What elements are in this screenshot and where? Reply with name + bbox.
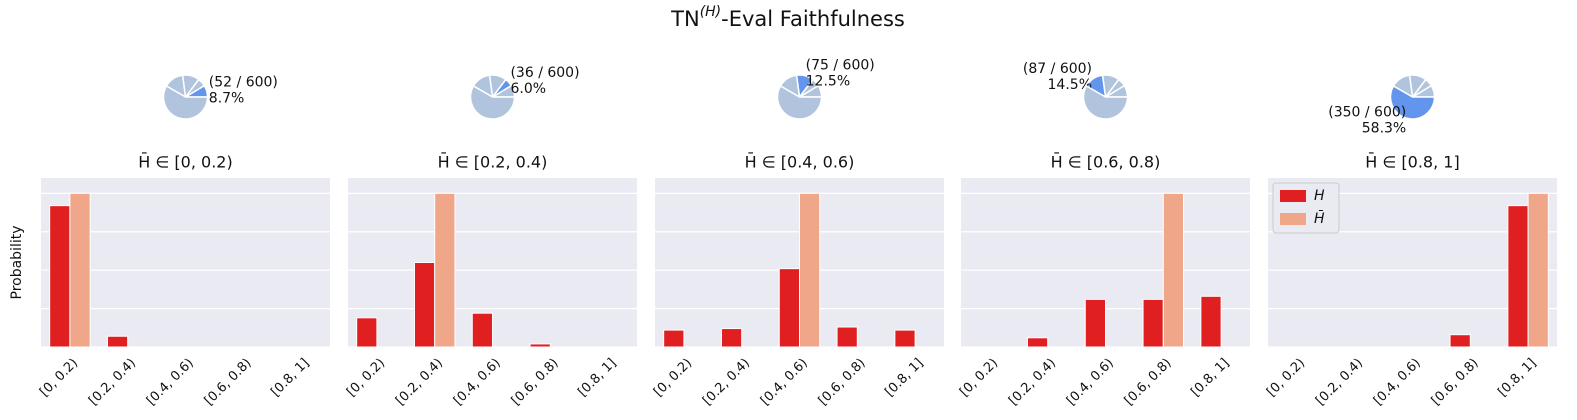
bar (106, 335, 129, 348)
panel-title: H̄ ∈ [0.6, 0.8) (1051, 153, 1161, 172)
pie-label: 6.0% (510, 81, 546, 97)
x-tick-label: [0, 0.2) (651, 356, 695, 400)
pie-label: 12.5% (806, 74, 850, 90)
bar (413, 262, 436, 348)
bar (1507, 205, 1529, 348)
x-tick-label: [0, 0.2) (344, 356, 388, 400)
bar (1142, 298, 1164, 348)
legend: H H̄ (1272, 182, 1340, 234)
pie-label: (350 / 600) (1328, 104, 1406, 120)
title-sup: (H) (700, 4, 721, 20)
bar (529, 343, 551, 348)
legend-label: H̄ (1314, 209, 1325, 227)
x-tick-label: [0.4, 0.6) (758, 356, 811, 409)
title-rest: -Eval Faithfulness (721, 7, 905, 31)
x-tick-label: [0.4, 0.6) (144, 356, 197, 409)
pie-slice (469, 84, 516, 120)
bar (663, 329, 685, 348)
x-tick-label: [0.2, 0.4) (700, 356, 753, 409)
bar (799, 192, 821, 348)
pie-label: 8.7% (209, 90, 245, 106)
pie-slice (162, 84, 209, 120)
pie-label: 14.5% (1048, 77, 1092, 93)
pie-label: (75 / 600) (806, 58, 875, 74)
bar (1026, 337, 1049, 348)
x-tick-label: [0.8, 1] (268, 356, 312, 400)
bar (778, 268, 801, 348)
bar (1200, 295, 1222, 348)
pie-slice (1389, 84, 1436, 120)
x-tick-label: [0.8, 1] (1188, 356, 1232, 400)
pie-slice (776, 84, 823, 120)
x-tick-label: [0.4, 0.6) (1064, 356, 1117, 409)
panel-title: H̄ ∈ [0.2, 0.4) (438, 153, 548, 172)
pie-slice (1082, 84, 1129, 120)
x-tick-label: [0, 0.2) (957, 356, 1001, 400)
bar (1527, 192, 1549, 348)
y-axis-label: Probability (9, 225, 25, 299)
x-tick-label: [0.2, 0.4) (1313, 356, 1366, 409)
bar (720, 328, 743, 348)
pie-label: (87 / 600) (1023, 61, 1092, 77)
x-tick-label: [0.2, 0.4) (86, 356, 139, 409)
bar (356, 317, 378, 348)
x-tick-label: [0.8, 1] (882, 356, 926, 400)
bar (1449, 334, 1471, 348)
x-tick-label: [0.6, 0.8) (816, 356, 869, 409)
bar (471, 312, 493, 348)
bar (836, 326, 858, 348)
x-tick-label: [0.2, 0.4) (1006, 356, 1059, 409)
panel-title: H̄ ∈ [0.8, 1] (1365, 153, 1459, 172)
x-tick-label: [0.4, 0.6) (1371, 356, 1424, 409)
x-tick-label: [0.8, 1] (1495, 356, 1539, 400)
x-tick-label: [0, 0.2) (37, 356, 81, 400)
x-tick-label: [0.6, 0.8) (202, 356, 255, 409)
figure-title: TN(H)-Eval Faithfulness (670, 4, 905, 31)
pie-label: (36 / 600) (510, 65, 579, 81)
x-tick-label: [0.8, 1] (575, 356, 619, 400)
x-tick-label: [0.4, 0.6) (451, 356, 504, 409)
bar (434, 192, 456, 348)
panel-title: H̄ ∈ [0.4, 0.6) (745, 153, 855, 172)
title-base: TN (670, 7, 700, 31)
legend-swatch (1280, 213, 1306, 225)
panel-title: H̄ ∈ [0, 0.2) (138, 153, 232, 172)
pie-label: 58.3% (1362, 120, 1406, 136)
legend-swatch (1280, 190, 1306, 202)
x-tick-label: [0.6, 0.8) (1122, 356, 1175, 409)
bar (1084, 298, 1107, 348)
bar (894, 329, 916, 348)
x-tick-label: [0, 0.2) (1264, 356, 1308, 400)
bar (1162, 192, 1185, 348)
x-tick-label: [0.6, 0.8) (509, 356, 562, 409)
pie-label: (52 / 600) (209, 74, 278, 90)
legend-label: H (1314, 188, 1325, 204)
x-tick-label: [0.2, 0.4) (393, 356, 446, 409)
bar (69, 192, 91, 348)
x-tick-label: [0.6, 0.8) (1429, 356, 1482, 409)
bar (49, 205, 71, 348)
